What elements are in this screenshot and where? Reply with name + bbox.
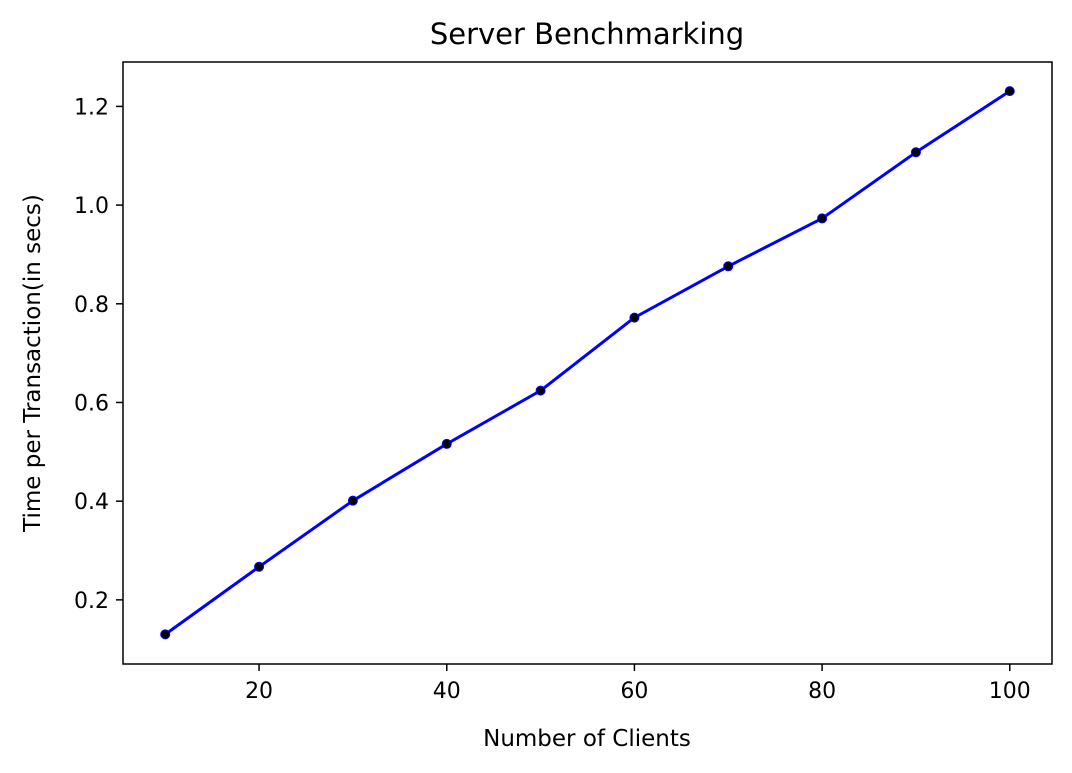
data-point: [1004, 86, 1015, 97]
y-tick-label: 0.2: [74, 589, 109, 614]
x-tick-label: 80: [808, 679, 836, 704]
y-tick-label: 0.8: [74, 293, 109, 318]
y-tick-label: 0.4: [74, 490, 109, 515]
plot-area: [122, 61, 1053, 665]
x-axis: 20 40 60 80 100: [245, 664, 1031, 704]
data-point: [910, 147, 921, 158]
x-tick-label: 100: [989, 679, 1031, 704]
data-point: [723, 261, 734, 272]
data-point: [347, 495, 358, 506]
data-point: [254, 561, 265, 572]
x-tick-label: 40: [433, 679, 461, 704]
x-tick-label: 60: [620, 679, 648, 704]
x-tick-label: 20: [245, 679, 273, 704]
y-tick-label: 1.2: [74, 95, 109, 120]
series-line: [164, 89, 1011, 636]
y-tick-label: 0.6: [74, 391, 109, 416]
chart-title: Server Benchmarking: [430, 17, 744, 51]
y-tick-label: 1.0: [74, 194, 109, 219]
series-group: [160, 86, 1015, 640]
x-axis-label: Number of Clients: [483, 726, 691, 752]
data-point: [441, 438, 452, 449]
y-axis: 0.2 0.4 0.6 0.8 1.0 1.2: [74, 95, 123, 614]
data-point: [817, 213, 828, 224]
y-axis-label: Time per Transaction(in secs): [20, 194, 46, 533]
data-point: [629, 312, 640, 323]
data-point: [160, 629, 171, 640]
data-point: [535, 385, 546, 396]
